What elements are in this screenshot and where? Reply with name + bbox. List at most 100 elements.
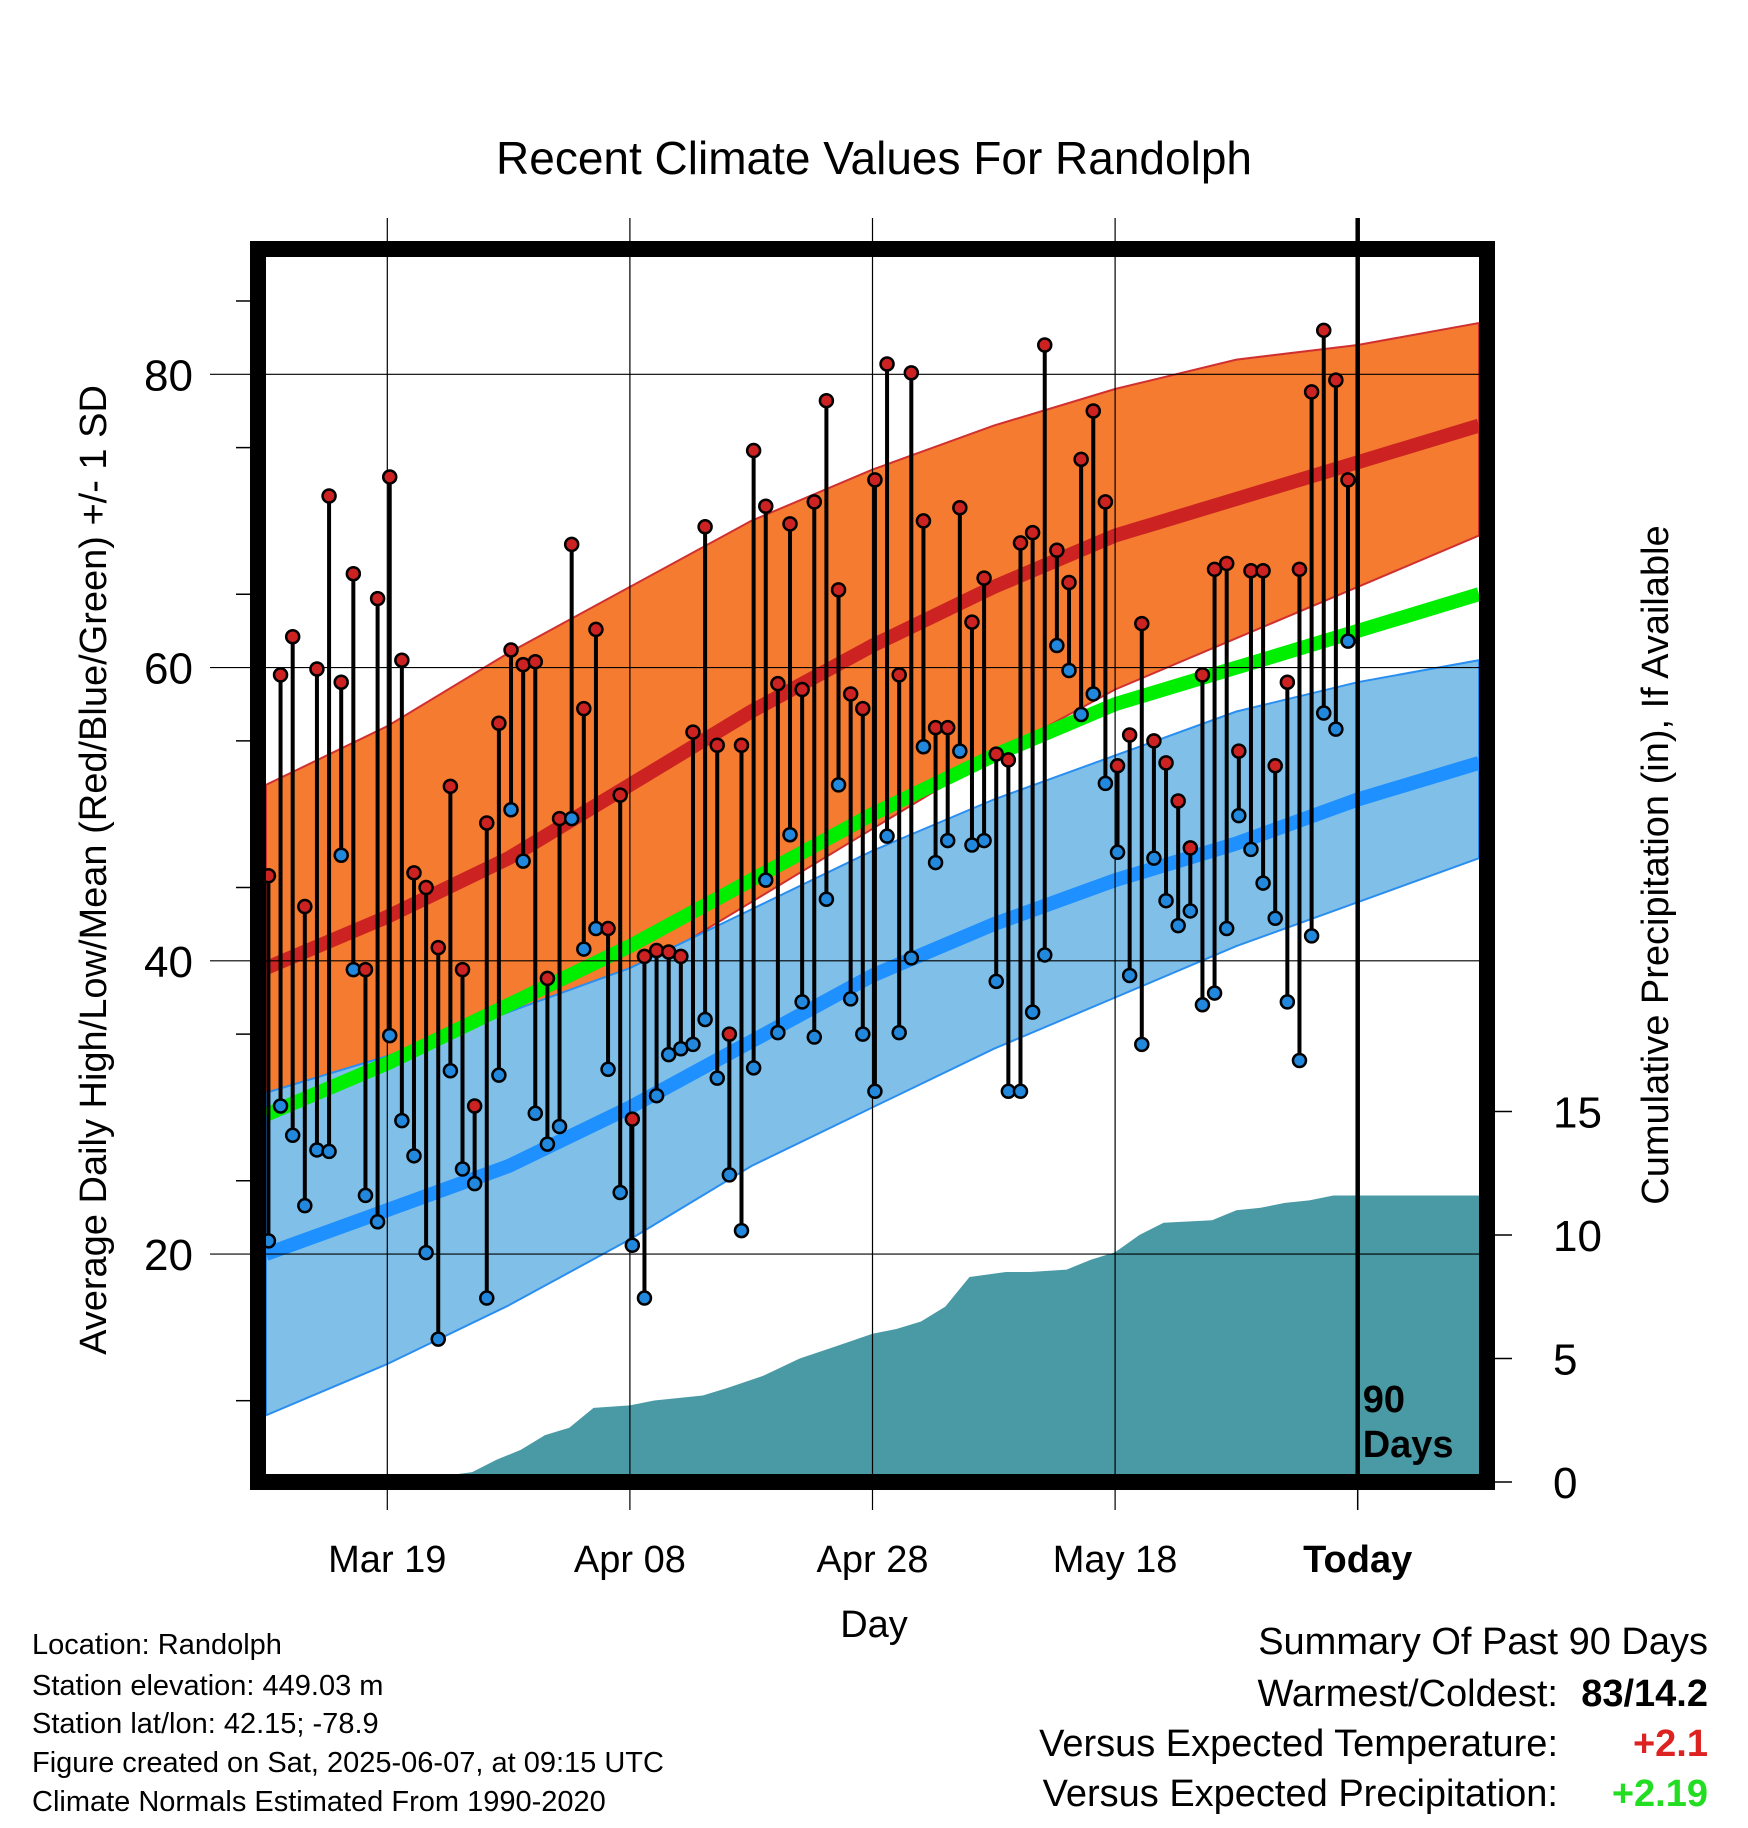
low-point <box>1315 705 1332 721</box>
high-point <box>539 970 556 987</box>
high-point <box>297 898 313 915</box>
low-point <box>539 1136 556 1152</box>
high-point <box>1073 451 1089 468</box>
high-point <box>1218 555 1235 572</box>
today-days-number: 90 <box>1363 1379 1405 1421</box>
low-point <box>879 828 895 844</box>
low-point <box>442 1063 459 1079</box>
high-point <box>721 1026 738 1042</box>
high-point <box>636 948 653 965</box>
info-location: Location: Randolph <box>32 1629 282 1661</box>
summary-precip-label: Versus Expected Precipitation: <box>1042 1773 1558 1815</box>
high-point <box>1024 524 1041 541</box>
low-point <box>939 832 956 849</box>
high-point <box>588 621 604 638</box>
y-tick-label-left: 80 <box>144 351 193 400</box>
high-point <box>1231 743 1247 759</box>
low-point <box>988 973 1004 990</box>
low-point <box>1012 1083 1029 1100</box>
low-point <box>1243 841 1259 858</box>
low-point <box>406 1148 422 1164</box>
low-point <box>297 1197 313 1214</box>
high-point <box>466 1098 483 1114</box>
low-point <box>721 1167 738 1183</box>
low-point <box>1267 910 1283 927</box>
low-point <box>466 1175 483 1192</box>
high-point <box>855 700 871 717</box>
high-point <box>964 614 980 630</box>
low-point <box>770 1024 786 1041</box>
y-tick-label-right: 5 <box>1553 1336 1577 1385</box>
low-point <box>830 777 847 793</box>
x-tick-label: May 18 <box>1053 1539 1178 1581</box>
high-point <box>842 686 859 702</box>
low-point <box>1146 850 1162 866</box>
low-point <box>867 1083 883 1100</box>
y-axis-label-left: Average Daily High/Low/Mean (Red/Blue/Gr… <box>73 385 115 1355</box>
temperature-bars <box>266 322 1356 1347</box>
high-point <box>454 961 471 978</box>
high-point <box>1085 403 1102 419</box>
high-point <box>1279 674 1296 690</box>
summary-temp-label: Versus Expected Temperature: <box>1039 1723 1558 1765</box>
y-tick-label-right: 0 <box>1553 1459 1577 1508</box>
high-point <box>576 700 592 717</box>
high-point <box>709 737 725 754</box>
high-point <box>685 724 701 740</box>
high-point <box>867 472 883 488</box>
y-tick-label-left: 40 <box>144 938 193 987</box>
high-point <box>624 1111 641 1127</box>
high-point <box>1340 472 1356 488</box>
low-point <box>1049 637 1065 654</box>
summary-temp-row: Versus Expected Temperature: +2.1 <box>1039 1725 1708 1763</box>
x-axis-label: Day <box>840 1604 908 1646</box>
high-point <box>345 565 362 582</box>
low-point <box>369 1214 386 1230</box>
low-point <box>806 1029 823 1045</box>
high-point <box>830 582 847 598</box>
low-point <box>782 826 798 843</box>
info-elevation: Station elevation: 449.03 m <box>32 1670 384 1702</box>
low-point <box>527 1105 544 1122</box>
high-point <box>879 356 895 372</box>
high-point <box>758 498 774 515</box>
high-point <box>1012 535 1029 551</box>
high-point <box>284 629 301 645</box>
high-point <box>988 746 1004 762</box>
low-point <box>636 1290 653 1306</box>
low-point <box>891 1024 907 1041</box>
high-point <box>1061 574 1077 591</box>
low-point <box>612 1184 628 1201</box>
axes: 20 40 60 80 0 5 10 15 Mar 19 Apr 08 Apr 28 May 18 To… <box>144 300 1602 1581</box>
high-point <box>321 488 337 504</box>
high-point <box>527 653 544 670</box>
high-point <box>479 815 495 831</box>
low-point <box>418 1244 434 1261</box>
low-point <box>454 1161 471 1177</box>
low-point <box>624 1237 641 1254</box>
low-point <box>491 1067 507 1083</box>
low-point <box>685 1036 701 1053</box>
low-point <box>551 1118 568 1135</box>
low-point <box>503 802 519 818</box>
low-point <box>976 832 992 849</box>
high-point <box>733 737 750 754</box>
low-point <box>1097 775 1114 792</box>
high-point <box>442 778 459 795</box>
chart-title: Recent Climate Values For Randolph <box>496 132 1252 184</box>
high-point <box>1206 561 1223 578</box>
y-tick-label-right: 15 <box>1553 1089 1602 1138</box>
high-point <box>1328 372 1344 388</box>
high-point <box>612 787 628 803</box>
high-point <box>818 392 835 409</box>
low-point <box>284 1127 301 1144</box>
high-point <box>491 715 507 732</box>
low-point <box>333 847 349 863</box>
low-point <box>1158 892 1174 909</box>
high-point <box>394 652 410 668</box>
low-point <box>1206 985 1223 1001</box>
high-point <box>1036 337 1053 353</box>
today-days-word: Days <box>1363 1424 1454 1466</box>
low-point <box>1170 917 1186 934</box>
